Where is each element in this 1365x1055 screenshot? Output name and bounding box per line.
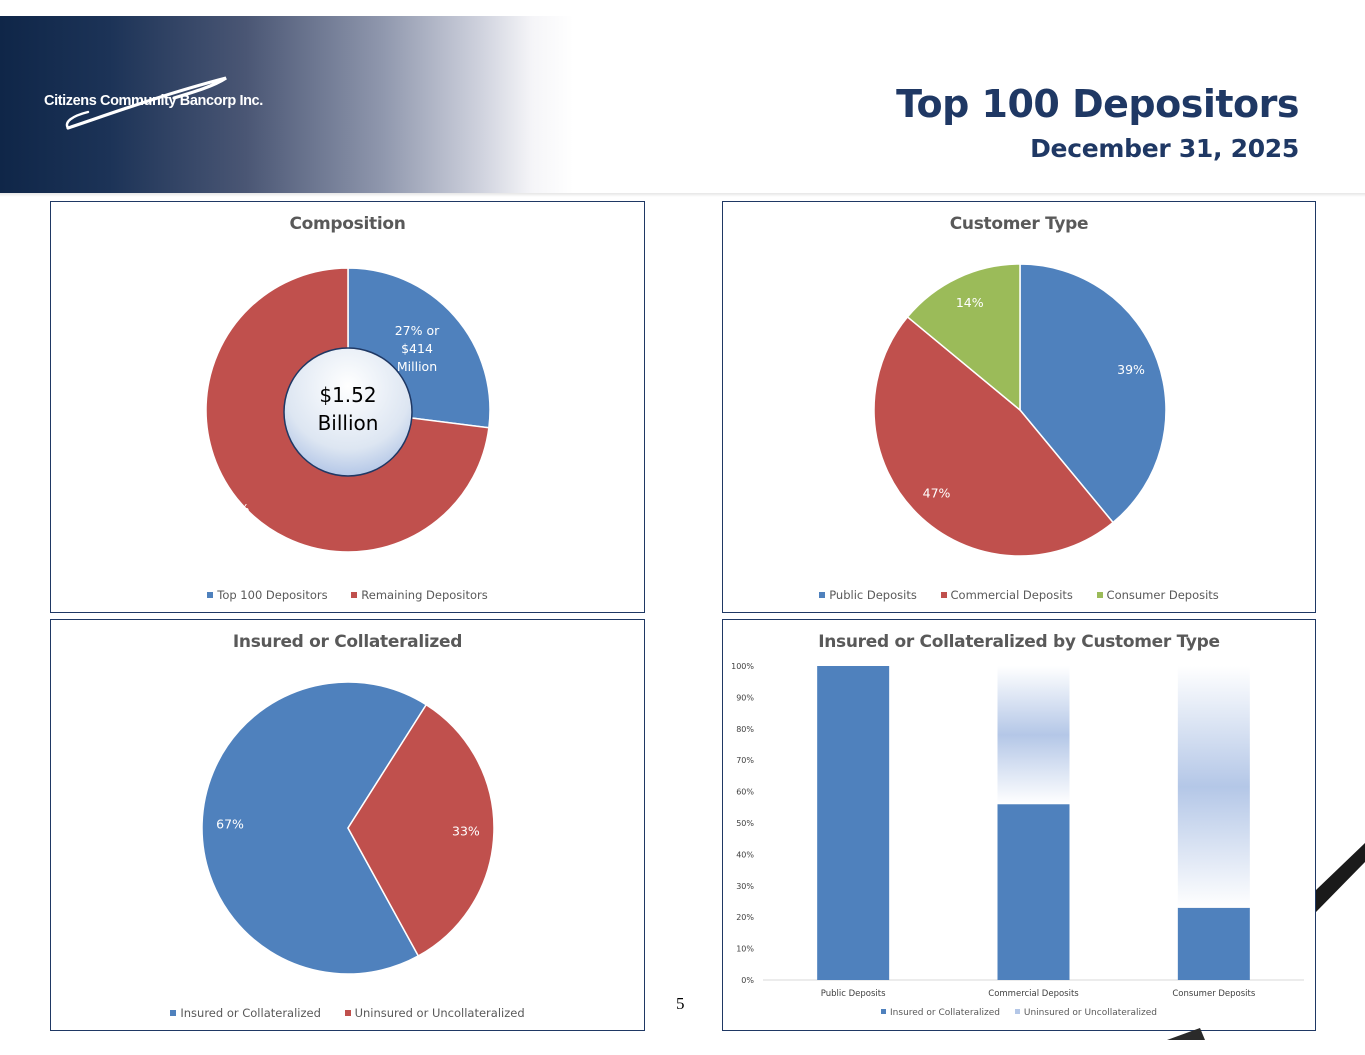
header-shadow — [0, 193, 1365, 197]
y-tick-label: 60% — [736, 788, 754, 797]
legend-item: Uninsured or Uncollateralized — [344, 1006, 525, 1020]
chart-legend: Top 100 Depositors Remaining Depositors — [51, 588, 644, 602]
legend-swatch — [819, 592, 826, 598]
pie-data-label: 47% — [923, 485, 951, 500]
pie-data-label: 39% — [1117, 362, 1145, 377]
insured-by-type-chart-panel: Insured or Collateralized by Customer Ty… — [722, 619, 1316, 1031]
legend-item: Insured or Collateralized — [170, 1006, 321, 1020]
legend-label: Uninsured or Uncollateralized — [354, 1006, 525, 1020]
legend-item: Top 100 Depositors — [207, 588, 328, 602]
header-banner — [0, 16, 1365, 195]
insured-chart-panel: Insured or Collateralized 67% 33% Insured… — [50, 619, 645, 1031]
pie-data-label: 27% or $414 Million — [395, 323, 440, 374]
pie-slice — [873, 315, 1115, 557]
y-tick-label: 20% — [736, 913, 754, 922]
legend-item: Insured or Collateralized — [881, 1008, 1000, 1018]
legend-label: Top 100 Depositors — [217, 588, 328, 602]
x-tick-label: Commercial Deposits — [988, 989, 1079, 999]
bar-segment — [1177, 907, 1250, 980]
chart-legend: Insured or Collateralized Uninsured or U… — [51, 1006, 644, 1020]
company-name: Citizens Community Bancorp Inc. — [44, 93, 263, 109]
page-number: 5 — [676, 994, 685, 1013]
legend-swatch — [940, 592, 947, 598]
chart-title: Insured or Collateralized — [232, 632, 463, 652]
legend-swatch — [1096, 592, 1103, 598]
y-tick-label: 70% — [736, 756, 754, 765]
bar-segment — [997, 666, 1070, 805]
pie-slice — [906, 263, 1021, 412]
center-total-label: $1.52 Billion — [318, 383, 379, 435]
chart-title: Insured or Collateralized by Customer Ty… — [818, 632, 1220, 652]
legend-label: Insured or Collateralized — [180, 1006, 321, 1020]
pie-data-label: 67% — [216, 816, 244, 831]
x-tick-label: Consumer Deposits — [1172, 989, 1256, 999]
insured-pie-chart: 67% 33% — [201, 681, 495, 975]
y-tick-label: 90% — [736, 693, 754, 702]
legend-swatch — [351, 592, 358, 598]
legend-item: Commercial Deposits — [940, 588, 1073, 602]
pie-slice — [347, 703, 495, 957]
composition-pie-chart: 27% or $414 Million 73% $1.52 Billion — [205, 267, 491, 553]
y-tick-label: 40% — [736, 850, 754, 859]
legend-swatch — [207, 592, 214, 598]
composition-chart-panel: Composition 27% or $414 Million 73% $1.52 Bil… — [50, 201, 645, 613]
legend-label: Public Deposits — [829, 588, 917, 602]
y-tick-label: 30% — [736, 882, 754, 891]
legend-item: Consumer Deposits — [1096, 588, 1219, 602]
legend-label: Consumer Deposits — [1106, 588, 1219, 602]
customer-type-pie-chart: 39% 47% 14% — [873, 263, 1167, 557]
pie-slice — [201, 681, 428, 975]
y-tick-label: 100% — [731, 662, 754, 671]
bar-segment — [1177, 666, 1250, 908]
customer-type-chart-panel: Customer Type 39% 47% 14% Public Deposits … — [722, 201, 1316, 613]
chart-title: Composition — [289, 214, 406, 234]
logo-swoosh-icon — [65, 76, 227, 130]
page-subtitle: December 31, 2025 — [1030, 134, 1299, 163]
bar-segment — [997, 804, 1070, 980]
chart-legend: Public Deposits Commercial Deposits Cons… — [723, 588, 1315, 602]
legend-swatch — [344, 1010, 351, 1016]
y-tick-label: 0% — [741, 976, 754, 985]
legend-label: Insured or Collateralized — [890, 1008, 1001, 1018]
legend-swatch — [1014, 1009, 1020, 1014]
insured-by-type-bar-chart: 0% 10% 20% 30% 40% 50% 60% 70% 80% 90% 100% Public … — [731, 662, 1304, 999]
legend-item: Remaining Depositors — [351, 588, 488, 602]
y-tick-label: 50% — [736, 819, 754, 828]
legend-item: Uninsured or Uncollateralized — [1014, 1008, 1157, 1018]
pie-data-label: 73% — [222, 501, 250, 516]
legend-item: Public Deposits — [819, 588, 917, 602]
y-tick-label: 10% — [736, 945, 754, 954]
pie-slice — [1019, 263, 1167, 524]
center-total-badge — [283, 347, 413, 477]
chart-title: Customer Type — [949, 214, 1089, 234]
bar-segment — [817, 666, 890, 980]
legend-label: Uninsured or Uncollateralized — [1023, 1008, 1157, 1018]
legend-swatch — [881, 1009, 887, 1014]
x-tick-label: Public Deposits — [821, 989, 886, 999]
legend-label: Remaining Depositors — [361, 588, 488, 602]
legend-label: Commercial Deposits — [950, 588, 1073, 602]
page-title: Top 100 Depositors — [896, 82, 1299, 126]
y-tick-label: 80% — [736, 725, 754, 734]
chart-legend: Insured or Collateralized Uninsured or U… — [723, 1008, 1315, 1018]
company-logo: Citizens Community Bancorp Inc. — [44, 72, 274, 136]
pie-data-label: 33% — [452, 824, 480, 839]
pie-data-label: 14% — [956, 295, 984, 310]
legend-swatch — [170, 1010, 177, 1016]
